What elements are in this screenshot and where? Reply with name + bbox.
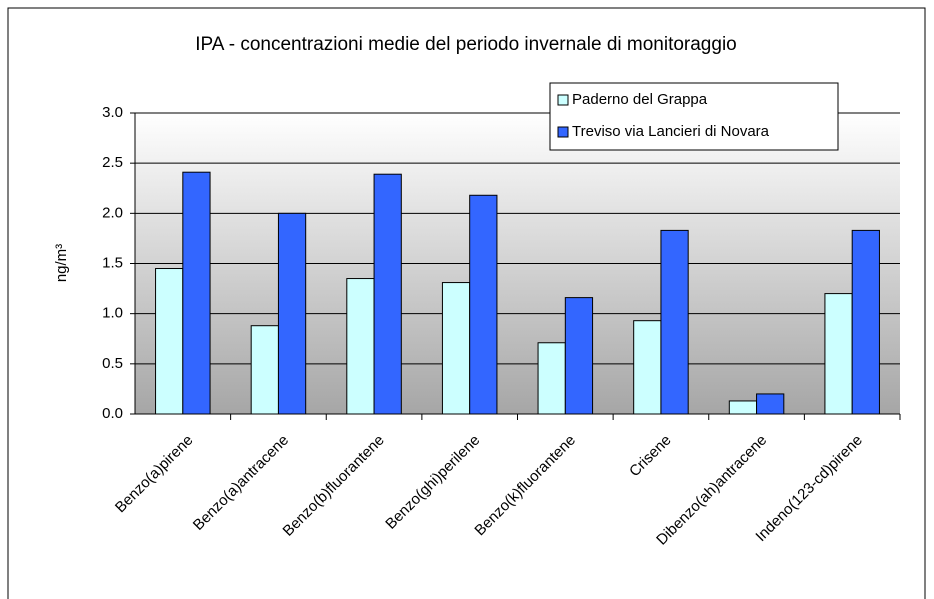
bar bbox=[250, 325, 279, 415]
legend-swatch bbox=[557, 126, 569, 138]
bar bbox=[155, 268, 184, 415]
legend-label: Paderno del Grappa bbox=[572, 91, 708, 108]
legend-label: Treviso via Lancieri di Novara bbox=[572, 123, 770, 140]
bar bbox=[373, 173, 402, 415]
legend-swatch bbox=[557, 94, 569, 106]
bar bbox=[564, 297, 594, 415]
y-tick-label: 2.5 bbox=[102, 154, 123, 171]
bar bbox=[441, 282, 471, 415]
bar bbox=[277, 212, 307, 415]
bar bbox=[537, 342, 566, 415]
bar bbox=[346, 278, 375, 415]
y-tick-label: 0.5 bbox=[102, 355, 123, 372]
y-axis-label: ng/m³ bbox=[53, 244, 70, 282]
bar bbox=[469, 194, 498, 415]
y-tick-label: 2.0 bbox=[102, 204, 123, 221]
bar bbox=[824, 293, 853, 415]
bar bbox=[756, 393, 785, 415]
bar bbox=[633, 320, 662, 415]
chart-title: IPA - concentrazioni medie del periodo i… bbox=[195, 34, 736, 55]
bar bbox=[660, 229, 689, 415]
bar bbox=[728, 400, 758, 415]
y-tick-label: 1.0 bbox=[102, 305, 123, 322]
y-tick-label: 1.5 bbox=[102, 254, 123, 271]
bar bbox=[182, 171, 211, 415]
legend-box bbox=[549, 82, 839, 151]
y-tick-label: 0.0 bbox=[102, 405, 123, 422]
y-tick-label: 3.0 bbox=[102, 104, 123, 121]
bar bbox=[851, 229, 880, 415]
